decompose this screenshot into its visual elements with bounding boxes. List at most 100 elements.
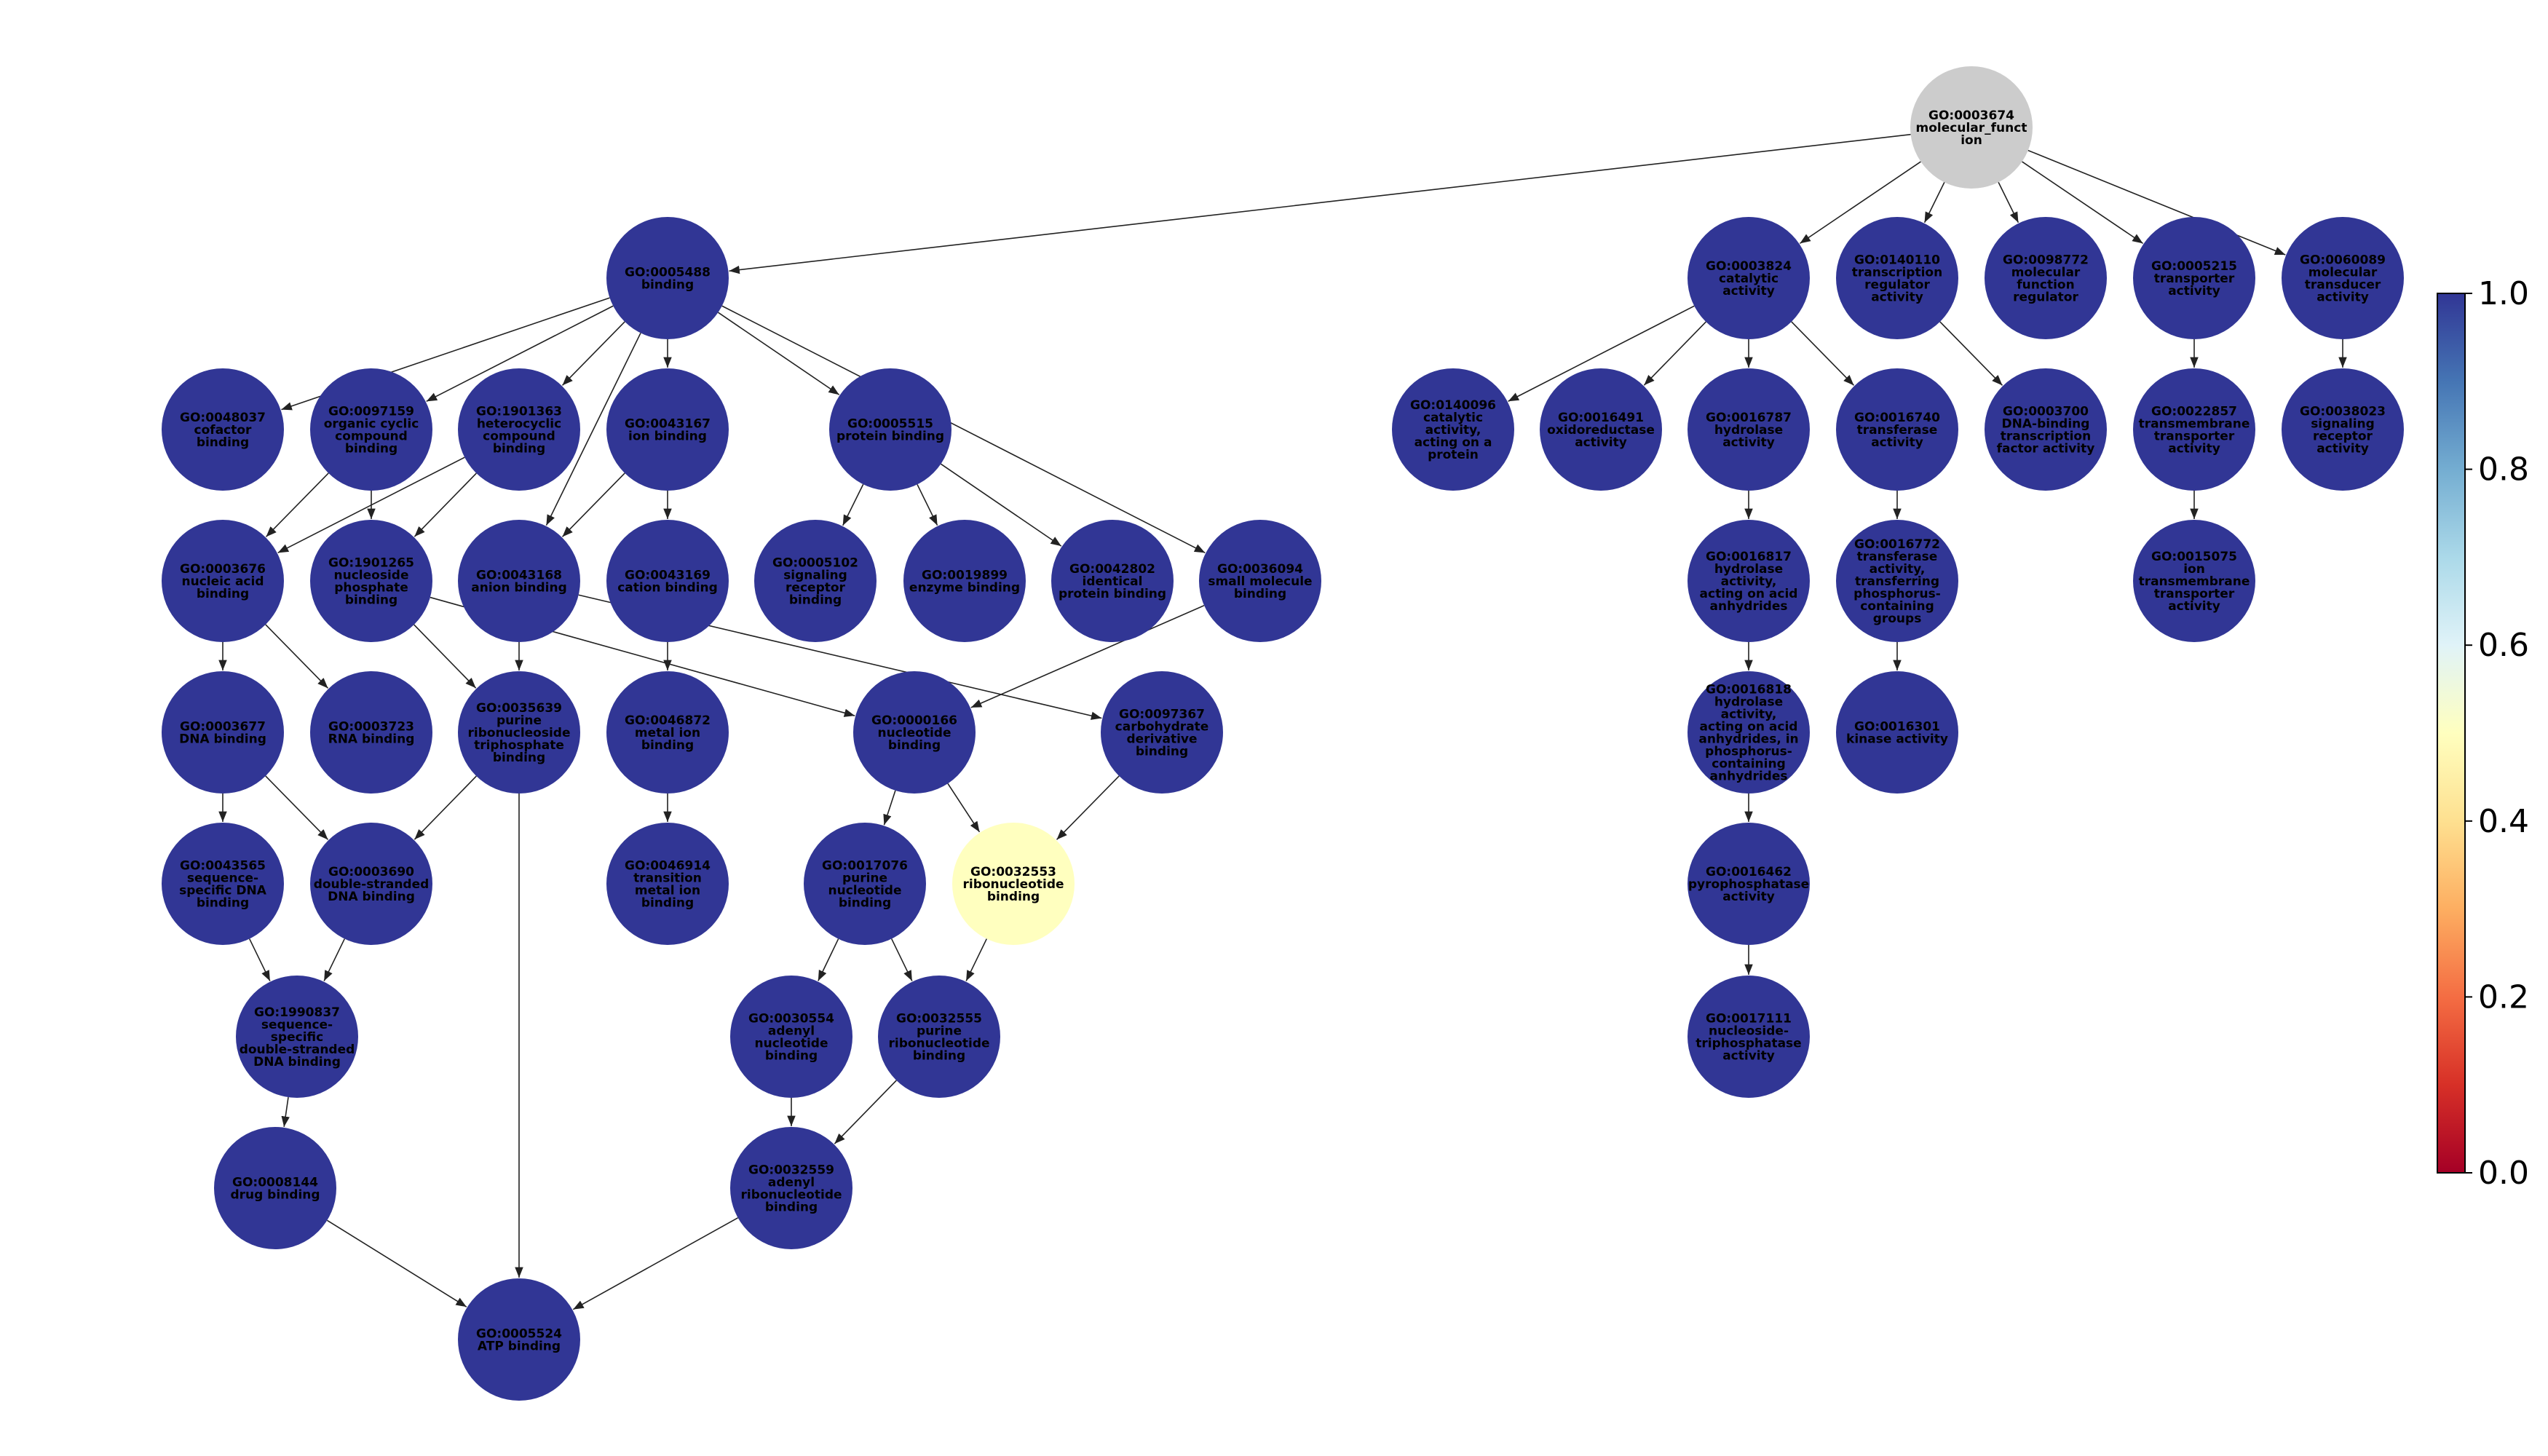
edge-go-0005488-to-go-0043168: [545, 333, 641, 526]
node-id-label: GO:0046872: [625, 713, 711, 728]
node-name-label: sequence-: [187, 871, 258, 886]
node-go-0016772[interactable]: GO:0016772transferaseactivity,transferri…: [1836, 520, 1958, 642]
node-name-label: molecular: [2308, 266, 2378, 280]
node-id-label: GO:0003690: [328, 865, 414, 879]
node-go-1990837[interactable]: GO:1990837sequence-specificdouble-strand…: [236, 976, 358, 1098]
node-circle: [2282, 368, 2404, 491]
node-name-label: nucleoside: [334, 569, 409, 583]
node-id-label: GO:0005524: [476, 1327, 562, 1342]
node-name-label: sequence-: [261, 1018, 333, 1032]
colorbar-tick-label: 0.4: [2478, 803, 2529, 840]
node-name-label: DNA binding: [253, 1055, 341, 1069]
node-name-label: activity: [2316, 290, 2369, 305]
node-circle: [952, 823, 1075, 945]
edge-go-0097367-to-go-0032553: [1056, 775, 1120, 840]
node-name-label: double-stranded: [314, 877, 430, 892]
node-name-label: binding: [493, 751, 545, 765]
node-go-0022857[interactable]: GO:0022857transmembranetransporteractivi…: [2133, 368, 2255, 491]
node-name-label: binding: [197, 587, 249, 601]
node-name-label: organic cyclic: [324, 417, 419, 432]
node-circle: [606, 217, 729, 339]
node-id-label: GO:0003677: [180, 720, 266, 735]
node-circle: [730, 1127, 852, 1249]
edge-go-0000166-to-go-0032553: [947, 783, 981, 833]
node-go-0003700[interactable]: GO:0003700DNA-bindingtranscriptionfactor…: [1985, 368, 2107, 491]
node-circle: [730, 976, 852, 1098]
node-id-label: GO:0003700: [2003, 405, 2089, 419]
edge-go-0000166-to-go-0017076: [883, 790, 896, 826]
node-name-label: activity: [1722, 435, 1775, 450]
node-go-0017111[interactable]: GO:0017111nucleoside-triphosphataseactiv…: [1688, 976, 1810, 1098]
node-go-0035639[interactable]: GO:0035639purineribonucleosidetriphospha…: [458, 671, 580, 794]
node-circle: [162, 520, 284, 642]
edge-go-0005515-to-go-0019899: [917, 484, 938, 526]
node-go-0015075[interactable]: GO:0015075iontransmembranetransporteract…: [2133, 520, 2255, 642]
node-circle: [310, 671, 432, 794]
node-circle: [1688, 368, 1810, 491]
edge-go-0032559-to-go-0005524: [572, 1217, 738, 1310]
edge-go-0003824-to-go-0140096: [1508, 305, 1695, 402]
node-id-label: GO:0048037: [180, 411, 266, 425]
node-id-label: GO:0043169: [625, 569, 711, 583]
edge-go-0003674-to-go-0003824: [1799, 161, 1921, 245]
node-circle: [1836, 217, 1958, 339]
node-circle: [1836, 368, 1958, 491]
node-circle: [754, 520, 877, 642]
node-name-label: transporter: [2154, 272, 2235, 286]
node-name-label: cation binding: [617, 581, 718, 596]
edge-go-0003690-to-go-1990837: [323, 938, 346, 981]
node-name-label: oxidoreductase: [1547, 423, 1655, 438]
edges-layer: [218, 133, 2347, 1310]
node-name-label: ion: [2183, 562, 2205, 577]
node-name-label: transcription: [2001, 430, 2091, 444]
node-name-label: molecular: [2011, 266, 2081, 280]
edge-go-1901265-to-go-0035639: [414, 624, 477, 689]
node-name-label: activity,: [1870, 562, 1926, 577]
